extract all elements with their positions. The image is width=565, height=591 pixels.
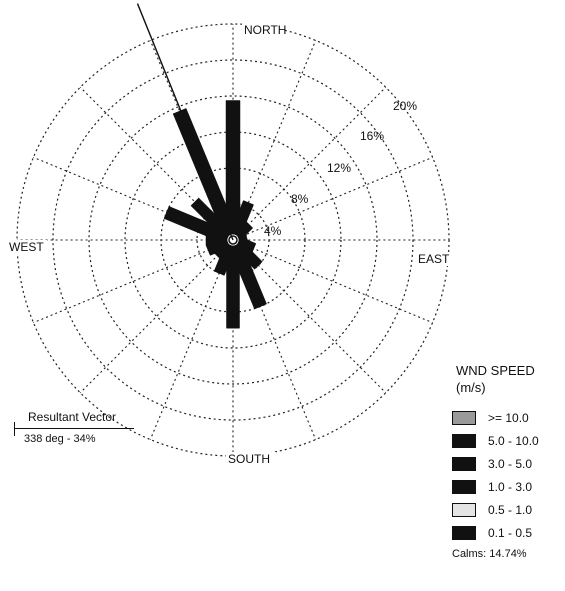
resultant-vector-line bbox=[136, 3, 234, 241]
calms-label: Calms: 14.74% bbox=[452, 548, 527, 560]
north-label-bg bbox=[242, 23, 282, 37]
grid-spoke bbox=[236, 243, 387, 394]
east-label-bg bbox=[416, 252, 456, 266]
legend-items: >= 10.0 5.0 - 10.0 3.0 - 5.0 1.0 - 3.0 0.5 -… bbox=[452, 406, 562, 544]
bar-SSW bbox=[213, 243, 237, 276]
grid-spoke bbox=[149, 244, 232, 440]
legend-label: 3.0 - 5.0 bbox=[488, 456, 533, 471]
bar-WNW bbox=[163, 206, 231, 245]
legend-item: 3.0 - 5.0 bbox=[452, 452, 562, 475]
legend-item: 0.1 - 0.5 bbox=[452, 521, 562, 544]
grid-ring bbox=[52, 59, 414, 421]
resultant-vector-box: Resultant Vector 338 deg - 34% bbox=[14, 410, 134, 450]
legend-swatch bbox=[452, 456, 476, 471]
east-label: EAST bbox=[418, 252, 450, 266]
ring-label-20: 20% bbox=[393, 99, 417, 113]
grid-spoke bbox=[79, 243, 230, 394]
grid-spoke bbox=[33, 241, 229, 324]
legend-swatch bbox=[452, 410, 476, 425]
resultant-vector-value: 338 deg - 34% bbox=[24, 433, 96, 445]
legend-item: 1.0 - 3.0 bbox=[452, 475, 562, 498]
legend-swatch bbox=[452, 525, 476, 540]
south-label: SOUTH bbox=[228, 452, 270, 466]
ring-label-16: 16% bbox=[360, 129, 384, 143]
grid-spoke bbox=[237, 156, 433, 239]
bar-NNE bbox=[229, 200, 254, 237]
ring-label-12: 12% bbox=[327, 161, 351, 175]
legend-item: 5.0 - 10.0 bbox=[452, 429, 562, 452]
legend-swatch bbox=[452, 502, 476, 517]
legend-swatch bbox=[452, 433, 476, 448]
legend-label: 5.0 - 10.0 bbox=[488, 433, 539, 448]
legend-label: >= 10.0 bbox=[488, 410, 529, 425]
legend-swatch bbox=[452, 479, 476, 494]
grid-ring bbox=[124, 131, 342, 349]
ring-label-4: 4% bbox=[264, 224, 282, 238]
south-label-bg bbox=[226, 452, 276, 466]
wind-speed-legend: WND SPEED (m/s) >= 10.0 5.0 - 10.0 3.0 - 5… bbox=[452, 362, 562, 560]
chart-labels: 4% 8% 12% 16% 20% NORTH EAST SOUTH WEST bbox=[7, 23, 456, 466]
resultant-vector-arrow bbox=[136, 3, 234, 241]
legend-label: 0.1 - 0.5 bbox=[488, 525, 533, 540]
ring-label-8: 8% bbox=[291, 192, 309, 206]
legend-units: (m/s) bbox=[456, 380, 486, 395]
resultant-underline bbox=[14, 428, 134, 429]
legend-label: 1.0 - 3.0 bbox=[488, 479, 533, 494]
bar-S bbox=[226, 245, 240, 329]
legend-label: 0.5 - 1.0 bbox=[488, 502, 533, 517]
legend-item: >= 10.0 bbox=[452, 406, 562, 429]
resultant-tick bbox=[14, 422, 15, 436]
west-label-bg bbox=[7, 240, 47, 254]
west-label: WEST bbox=[9, 240, 44, 254]
grid-spoke bbox=[236, 86, 387, 237]
north-label: NORTH bbox=[244, 23, 286, 37]
grid-ring bbox=[88, 95, 378, 385]
grid-spoke bbox=[237, 241, 433, 324]
legend-title: WND SPEED bbox=[456, 363, 535, 378]
legend-item: 0.5 - 1.0 bbox=[452, 498, 562, 521]
resultant-vector-title: Resultant Vector bbox=[28, 410, 117, 424]
